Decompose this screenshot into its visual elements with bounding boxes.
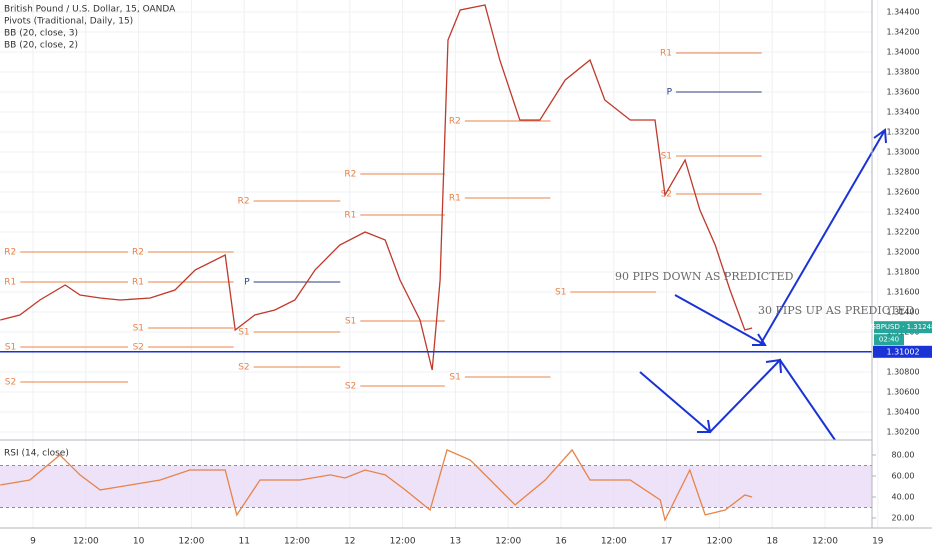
rsi-tick-label: 60.00 — [892, 471, 915, 480]
x-tick-label: 12:00 — [812, 537, 838, 547]
rsi-band — [0, 465, 872, 508]
y-tick-label: 1.34400 — [886, 8, 919, 17]
drawings — [639, 128, 887, 441]
rsi-pane — [0, 448, 872, 522]
countdown-label: 02:40 — [879, 336, 899, 344]
pivot-label: S2 — [345, 382, 356, 392]
rsi-tick-label: 40.00 — [892, 492, 915, 501]
x-tick-label: 13 — [450, 537, 461, 547]
price-tag — [873, 345, 932, 358]
rsi-title: RSI (14, close) — [4, 449, 69, 459]
y-tick-label: 1.30600 — [886, 388, 919, 397]
pivot-label: S2 — [661, 190, 672, 200]
pivot-label: R1 — [132, 278, 144, 288]
y-tick-label: 1.33400 — [886, 108, 919, 117]
x-tick-label: 12:00 — [73, 537, 99, 547]
x-tick-label: 12:00 — [495, 537, 521, 547]
x-tick-label: 12:00 — [601, 537, 627, 547]
x-tick-label: 12:00 — [284, 537, 310, 547]
pivot-label: R2 — [4, 248, 16, 258]
y-tick-label: 1.34000 — [886, 48, 919, 57]
x-tick-label: 19 — [872, 537, 884, 547]
pivot-label: S1 — [449, 373, 460, 383]
y-tick-label: 1.31800 — [886, 268, 919, 277]
pivot-label: S1 — [661, 152, 672, 162]
pivot-label: S1 — [5, 343, 16, 353]
rsi-tick-label: 80.00 — [892, 450, 915, 459]
pivot-label: R2 — [449, 117, 461, 127]
y-tick-label: 1.32000 — [886, 248, 919, 257]
y-tick-label: 1.33600 — [886, 88, 919, 97]
arrow-head — [752, 333, 767, 346]
price-line — [0, 448, 753, 522]
x-tick-label: 12:00 — [390, 537, 416, 547]
pivot-label: R1 — [449, 194, 461, 204]
x-tick-label: 18 — [766, 537, 778, 547]
arrow-head — [697, 419, 712, 433]
pivot-label: R1 — [4, 278, 16, 288]
pivot-label: S1 — [238, 328, 249, 338]
y-tick-label: 1.33200 — [886, 128, 919, 137]
x-tick-label: 17 — [661, 537, 672, 547]
arrow-head — [765, 358, 782, 374]
x-tick-label: 12 — [344, 537, 355, 547]
annotation: 30 PIPS UP AS PREDICTED — [758, 304, 914, 317]
arrow — [674, 294, 766, 346]
arrow — [759, 129, 886, 346]
x-tick-label: 12:00 — [706, 537, 732, 547]
y-tick-label: 1.32600 — [886, 188, 919, 197]
y-tick-label: 1.32800 — [886, 168, 919, 177]
countdown-tag — [874, 334, 904, 346]
y-tick-label: 1.34200 — [886, 28, 919, 37]
pivot-label: P — [244, 278, 250, 288]
arrow-path — [639, 358, 836, 441]
x-tick-label: 16 — [555, 537, 567, 547]
x-tick-label: 9 — [30, 537, 36, 547]
price-pane: R2 R1 S1 S2 R2 R1 S1 S2 R2 P S1 S2 R2 R1 S1 S2 R2 R1 S1 S1 R… — [0, 4, 872, 392]
annotation: 90 PIPS DOWN AS PREDICTED — [615, 270, 794, 283]
last-price-tag — [874, 321, 932, 334]
last-price-label: GBPUSD · 1.31248 — [870, 323, 932, 331]
symbol-title: British Pound / U.S. Dollar, 15, OANDA — [4, 5, 176, 15]
pivot-label: R1 — [344, 211, 356, 221]
y-tick-label: 1.32200 — [886, 228, 919, 237]
pivot-label: S2 — [5, 378, 16, 388]
pivot-label: S1 — [133, 324, 144, 334]
pivot-label: R2 — [132, 248, 144, 258]
pivot-label: S1 — [555, 288, 566, 298]
pivot-label: S2 — [133, 343, 144, 353]
y-tick-label: 1.31600 — [886, 288, 919, 297]
price-tag-label: 1.31002 — [886, 347, 919, 356]
indicator-label: BB (20, close, 3) — [4, 29, 78, 39]
x-tick-label: 10 — [133, 537, 145, 547]
y-tick-label: 1.31400 — [886, 308, 919, 317]
pivot-label: R2 — [344, 170, 356, 180]
pivot-label: R2 — [238, 197, 250, 207]
rsi-tick-label: 20.00 — [892, 513, 915, 522]
pivot-label: R1 — [660, 49, 672, 59]
x-tick-label: 11 — [238, 537, 249, 547]
pivot-label: P — [667, 88, 673, 98]
x-tick-label: 12:00 — [178, 537, 204, 547]
indicator-label: Pivots (Traditional, Daily, 15) — [4, 17, 133, 27]
price-line — [0, 4, 753, 371]
pivot-label: S2 — [238, 363, 249, 373]
pivot-label: S1 — [345, 317, 356, 327]
y-tick-label: 1.30400 — [886, 408, 919, 417]
legend: British Pound / U.S. Dollar, 15, OANDA P… — [4, 5, 176, 459]
y-tick-label: 1.30200 — [886, 428, 919, 437]
y-tick-label: 1.32400 — [886, 208, 919, 217]
indicator-label: BB (20, close, 2) — [4, 41, 78, 51]
y-tick-label: 1.33000 — [886, 148, 919, 157]
arrow-head — [873, 128, 887, 144]
y-tick-label: 1.30800 — [886, 368, 919, 377]
y-tick-label: 1.33800 — [886, 68, 919, 77]
